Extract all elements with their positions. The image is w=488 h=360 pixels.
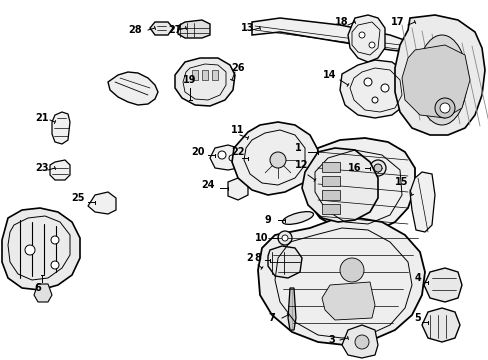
Text: 18: 18 — [334, 17, 348, 27]
Text: 6: 6 — [35, 283, 41, 293]
Text: 22: 22 — [231, 147, 244, 157]
Text: 10: 10 — [255, 233, 268, 243]
Ellipse shape — [416, 35, 466, 125]
Polygon shape — [321, 162, 339, 172]
Polygon shape — [88, 192, 116, 214]
Polygon shape — [244, 142, 264, 178]
Polygon shape — [423, 268, 461, 302]
Polygon shape — [339, 60, 409, 118]
Polygon shape — [34, 284, 52, 302]
Circle shape — [354, 335, 368, 349]
Circle shape — [282, 235, 287, 241]
Polygon shape — [192, 70, 198, 80]
Text: 23: 23 — [35, 163, 49, 173]
Text: 20: 20 — [191, 147, 204, 157]
Polygon shape — [108, 72, 158, 105]
Polygon shape — [52, 112, 70, 144]
Polygon shape — [409, 172, 434, 232]
Polygon shape — [401, 45, 469, 118]
Text: 1: 1 — [294, 143, 301, 153]
Circle shape — [269, 152, 285, 168]
Circle shape — [358, 32, 364, 38]
Circle shape — [368, 42, 374, 48]
Circle shape — [434, 98, 454, 118]
Text: 28: 28 — [128, 25, 142, 35]
Text: 24: 24 — [201, 180, 214, 190]
Polygon shape — [150, 22, 173, 35]
Polygon shape — [321, 204, 339, 214]
Polygon shape — [231, 122, 317, 195]
Polygon shape — [267, 246, 302, 278]
Text: 17: 17 — [390, 17, 404, 27]
Text: 11: 11 — [231, 125, 244, 135]
Polygon shape — [347, 15, 384, 62]
Circle shape — [51, 236, 59, 244]
Text: 2: 2 — [246, 253, 253, 263]
Circle shape — [278, 231, 291, 245]
Circle shape — [339, 258, 363, 282]
Text: 15: 15 — [394, 177, 408, 187]
Circle shape — [373, 164, 381, 172]
Circle shape — [228, 155, 235, 161]
Polygon shape — [2, 208, 80, 290]
Text: 16: 16 — [347, 163, 361, 173]
Polygon shape — [302, 148, 377, 222]
Text: 12: 12 — [295, 160, 308, 170]
Circle shape — [25, 245, 35, 255]
Circle shape — [363, 78, 371, 86]
Polygon shape — [202, 70, 207, 80]
Polygon shape — [321, 176, 339, 186]
Polygon shape — [421, 308, 459, 342]
Text: 8: 8 — [254, 253, 261, 263]
Text: 5: 5 — [414, 313, 421, 323]
Circle shape — [371, 97, 377, 103]
Polygon shape — [321, 190, 339, 200]
Polygon shape — [212, 70, 218, 80]
Ellipse shape — [282, 212, 313, 224]
Polygon shape — [287, 288, 295, 330]
Polygon shape — [305, 138, 414, 232]
Text: 26: 26 — [231, 63, 244, 73]
Polygon shape — [394, 15, 484, 135]
Text: 13: 13 — [241, 23, 254, 33]
Polygon shape — [341, 325, 377, 358]
Text: 4: 4 — [414, 273, 421, 283]
Polygon shape — [175, 58, 235, 106]
Polygon shape — [178, 20, 209, 38]
Text: 27: 27 — [168, 25, 182, 35]
Circle shape — [369, 160, 385, 176]
Text: 25: 25 — [71, 193, 84, 203]
Polygon shape — [227, 178, 247, 200]
Text: 9: 9 — [264, 215, 271, 225]
Circle shape — [380, 84, 388, 92]
Polygon shape — [50, 160, 70, 180]
Circle shape — [218, 151, 225, 159]
Polygon shape — [321, 282, 374, 320]
Circle shape — [51, 261, 59, 269]
Polygon shape — [209, 145, 242, 170]
Polygon shape — [258, 218, 424, 345]
Circle shape — [439, 103, 449, 113]
Text: 21: 21 — [35, 113, 49, 123]
Text: 19: 19 — [183, 75, 196, 85]
Text: 7: 7 — [268, 313, 275, 323]
Text: 14: 14 — [323, 70, 336, 80]
Polygon shape — [251, 18, 409, 52]
Text: 3: 3 — [328, 335, 335, 345]
